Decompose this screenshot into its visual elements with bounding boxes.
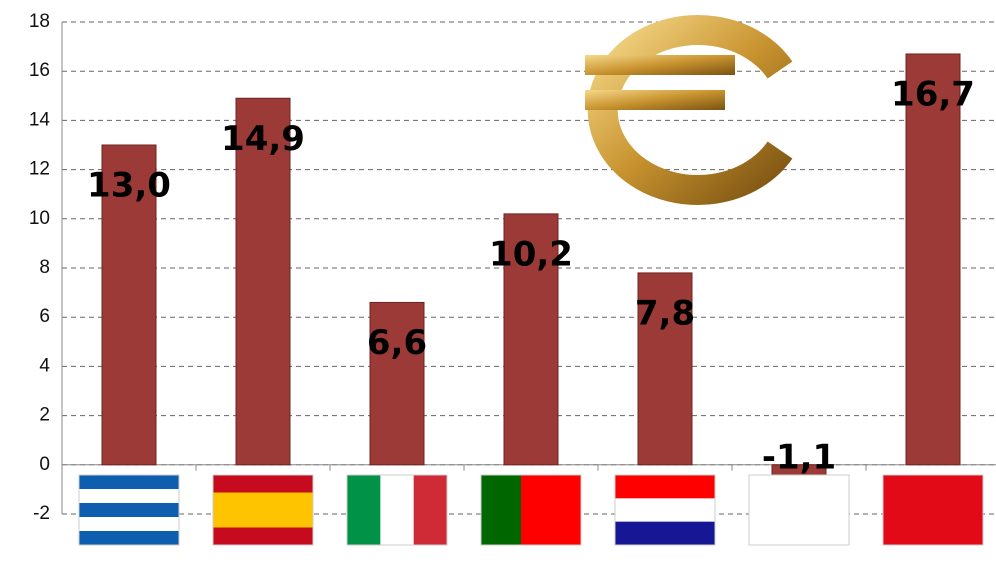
y-tick-label: -2 — [33, 503, 50, 524]
flag-stripe — [79, 531, 179, 546]
flag-stripe — [79, 475, 179, 490]
value-label: 7,8 — [635, 293, 695, 333]
flag-stripe — [213, 475, 313, 493]
flag-stripe — [615, 522, 715, 546]
flag-stripe — [541, 475, 562, 545]
y-tick-label: 12 — [29, 159, 50, 180]
flag-stripe — [79, 503, 179, 518]
value-label: -1,1 — [762, 437, 836, 477]
flag-stripe — [615, 475, 715, 499]
flag-stripe — [380, 475, 414, 545]
flag-stripe — [79, 489, 179, 504]
y-tick-label: 18 — [29, 11, 50, 32]
y-tick-label: 0 — [39, 454, 50, 475]
y-tick-label: 4 — [39, 355, 50, 376]
flag-stripe — [615, 498, 715, 522]
flag-stripe — [561, 475, 582, 545]
flag — [79, 475, 179, 546]
flag-stripe — [213, 510, 313, 528]
flag-stripe — [347, 475, 381, 545]
value-label: 16,7 — [891, 74, 975, 114]
y-tick-label: 10 — [29, 208, 50, 229]
euro-symbol — [585, 30, 780, 190]
flag — [347, 475, 448, 545]
flag-stripe — [481, 475, 502, 545]
flag-stripe — [749, 475, 849, 546]
chart: -2 0 2 4 6 8 10 12 14 16 18 13,0 14,9 6,6 10,2 7,8 -1,1 1… — [0, 0, 996, 563]
value-label: 13,0 — [87, 166, 171, 206]
flag-stripe — [521, 475, 542, 545]
y-tick-label: 8 — [39, 257, 50, 278]
flag-stripe — [79, 517, 179, 532]
y-tick-label: 16 — [29, 60, 50, 81]
value-label: 10,2 — [489, 234, 573, 274]
flag-stripe — [501, 475, 522, 545]
value-label: 6,6 — [367, 323, 427, 363]
flag — [481, 475, 582, 545]
y-tick-label: 2 — [39, 405, 50, 426]
value-label: 14,9 — [221, 119, 305, 159]
flag — [213, 475, 313, 546]
y-tick-label: 14 — [29, 109, 51, 130]
flag-stripe — [213, 528, 313, 546]
flag-stripe — [414, 475, 448, 545]
flag — [749, 475, 849, 546]
flag — [615, 475, 715, 546]
y-tick-label: 6 — [39, 306, 50, 327]
flag — [883, 475, 983, 546]
flag-stripe — [213, 493, 313, 511]
flag-stripe — [883, 475, 983, 546]
bar — [906, 54, 960, 465]
